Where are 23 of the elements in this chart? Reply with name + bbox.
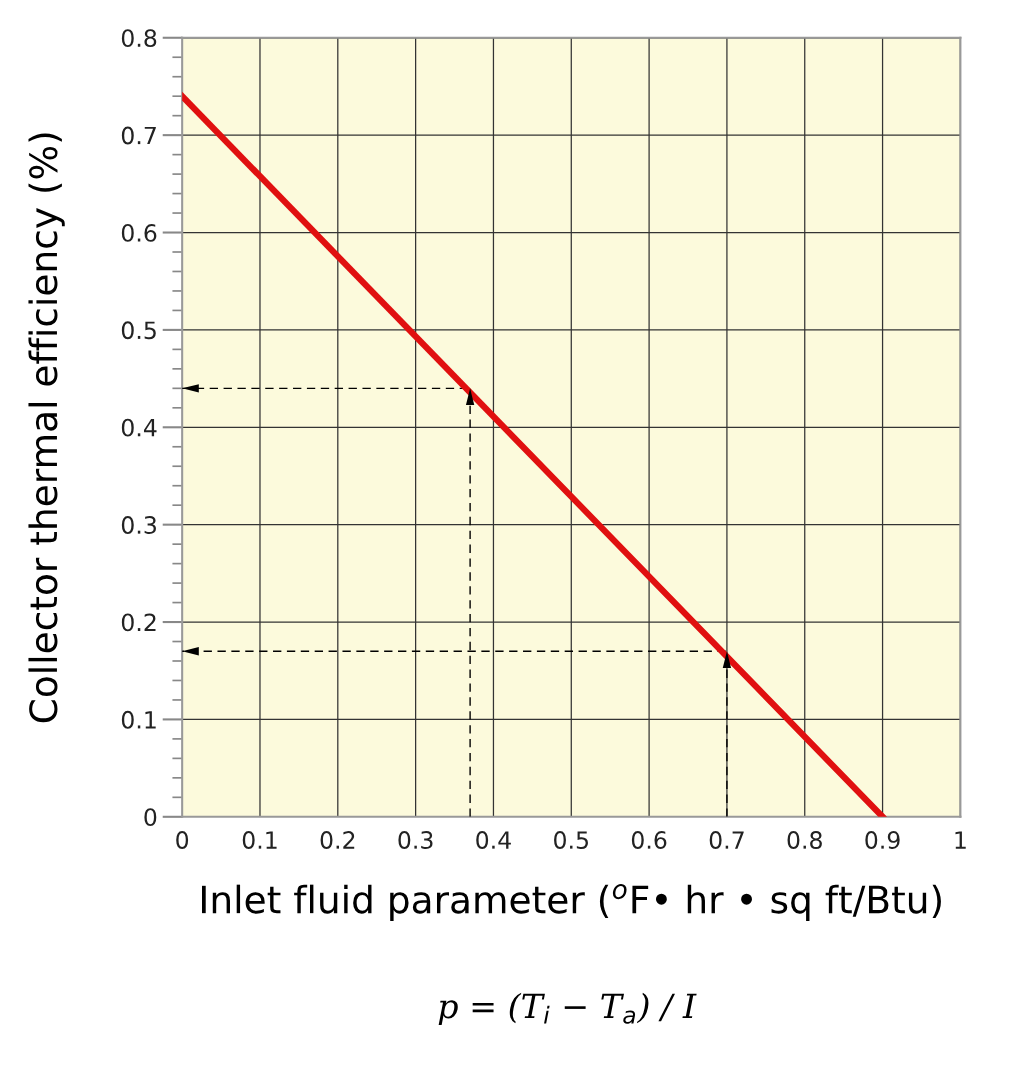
x-tick-label: 0.7 <box>709 831 744 849</box>
y-tick-label: 0.4 <box>121 418 157 437</box>
x-axis-title: Inlet fluid parameter ($^{o}$F• hr • sq ft/Btu) <box>202 884 941 921</box>
y-tick-label: 0.6 <box>121 223 157 242</box>
x-tick-label: 0.4 <box>476 831 511 849</box>
y-tick-label: 0 <box>144 808 157 827</box>
x-tick-label: 0.9 <box>865 831 900 849</box>
y-tick-label: 0.1 <box>121 710 156 729</box>
x-tick-label: 0.6 <box>631 831 667 849</box>
x-tick-label: 0.5 <box>554 831 588 849</box>
y-tick-label: 0.5 <box>121 321 156 340</box>
y-tick-label: 0.7 <box>121 126 156 145</box>
y-tick-label: 0.2 <box>121 613 156 632</box>
y-axis-title: Collector thermal efficiency (%) <box>28 133 65 723</box>
x-tick-label: 0.1 <box>242 831 277 849</box>
text: p = (T$_{i}$ − T$_{a}$) / I <box>438 992 697 1025</box>
x-tick-label: 0.3 <box>398 831 433 849</box>
y-tick-label: 0.8 <box>121 29 157 48</box>
y-tick-label: 0.3 <box>121 516 156 534</box>
x-tick-label: 0.2 <box>320 831 355 849</box>
x-tick-label: 0 <box>176 831 189 849</box>
x-tick-label: 1 <box>955 831 966 849</box>
x-tick-label: 0.8 <box>787 831 822 849</box>
